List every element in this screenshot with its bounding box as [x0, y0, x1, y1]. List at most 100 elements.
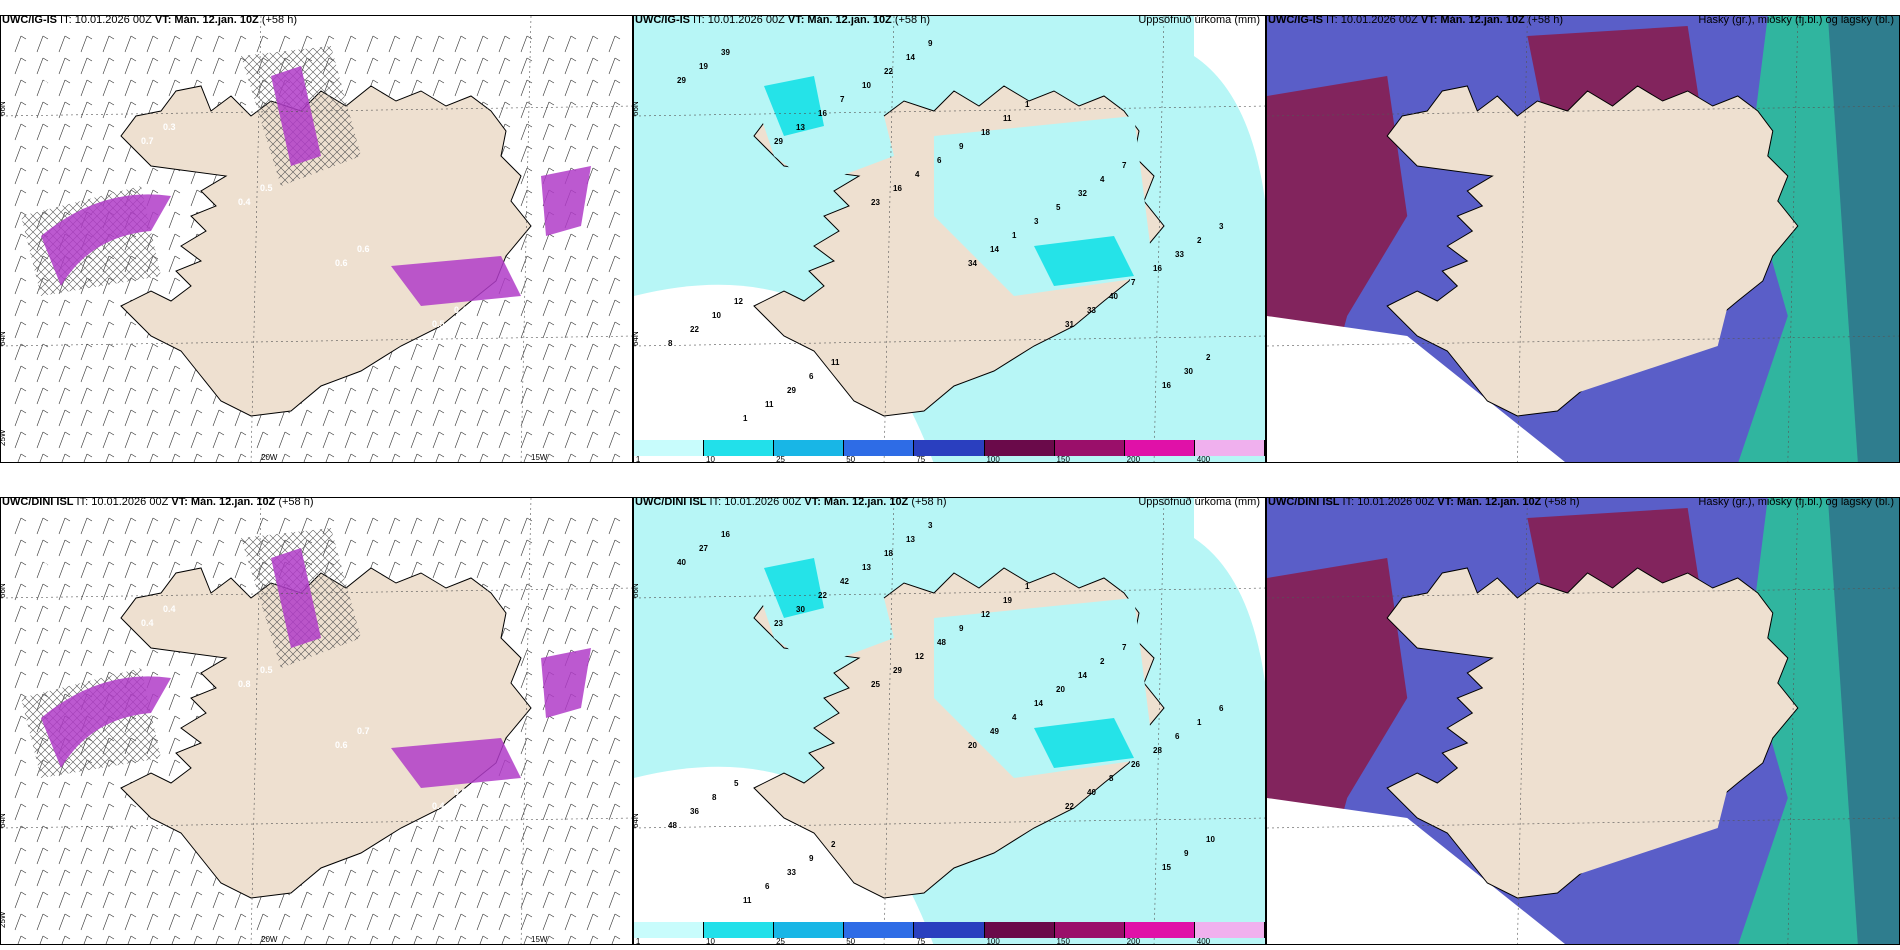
init-time: IT: 10.01.2026 00Z — [57, 14, 155, 26]
colorbar-tick-label: 1 — [635, 455, 641, 463]
valid-time-label: VT: Mán. 12.jan. 10Z — [171, 496, 276, 508]
map-canvas — [1267, 498, 1899, 944]
precip-value-label: 2 — [831, 840, 836, 849]
precip-value-label: 6 — [937, 156, 942, 165]
precip-value-label: 11 — [765, 400, 774, 409]
map-panel-5: 66N 64N 40 23 25 20 22 15 27 30 29 49 40 9 16 22 12 4 8 10 1… — [633, 497, 1266, 945]
panel-header: UWC/DINI ISL IT: 10.01.2026 00Z VT: Mán.… — [2, 496, 631, 512]
precip-value-label: 5 — [1056, 203, 1061, 212]
precip-value-label: 42 — [840, 577, 849, 586]
precip-value-label: 20 — [968, 741, 977, 750]
snow-area — [271, 66, 321, 166]
precip-value-label: 3 — [1219, 222, 1224, 231]
lon-label: 15W — [531, 935, 548, 944]
precip-value-label: 9 — [959, 624, 964, 633]
precip-value-label: 19 — [1003, 596, 1012, 605]
precip-value-label: 36 — [690, 807, 699, 816]
valid-time-label: VT: Mán. 12.jan. 10Z — [1437, 496, 1542, 508]
precip-value-label: 8 — [668, 339, 673, 348]
lead-time: (+58 h) — [1541, 496, 1580, 508]
colorbar-cell — [1124, 922, 1195, 938]
colorbar-cell — [1054, 440, 1125, 456]
snow-value-label: 0.2 — [66, 543, 79, 553]
precip-value-label: 20 — [1056, 685, 1065, 694]
lon-label: 20W — [261, 453, 278, 462]
snow-area — [41, 194, 171, 286]
snow-value-label: 0.3 — [44, 75, 57, 85]
precip-value-label: 18 — [884, 549, 893, 558]
lat-label: 25W — [1, 429, 7, 446]
precip-value-label: 16 — [1162, 381, 1171, 390]
lat-label: 64N — [1, 813, 7, 828]
precip-value-label: 16 — [893, 184, 902, 193]
model-name: UWC/DINI ISL — [635, 496, 707, 508]
precip-value-label: 29 — [787, 386, 796, 395]
colorbar-cell — [774, 922, 845, 938]
lon-label: 15W — [531, 453, 548, 462]
precip-value-label: 23 — [774, 619, 783, 628]
cloud-low-field — [1827, 498, 1899, 944]
precip-value-label: 15 — [1162, 863, 1171, 872]
precip-value-label: 11 — [831, 358, 840, 367]
map-frame: 66N 64N 25W 20W 15W 0.8 0.4 0.8 0.6 0.4 0.6 0.2 0.4 0… — [0, 497, 633, 945]
precip-heavy — [1034, 718, 1134, 768]
colorbar-tick-label: 150 — [1056, 455, 1070, 463]
map-panel-2: 66N 64N 29 29 23 34 31 16 19 13 16 14 33 30 39 16 4 1 40 2 1… — [633, 15, 1266, 463]
precip-value-label: 12 — [915, 652, 924, 661]
precip-value-label: 40 — [677, 558, 686, 567]
precip-value-label: 10 — [862, 81, 871, 90]
graticule — [1, 16, 632, 462]
dry-area — [634, 766, 934, 944]
precip-heavy — [764, 76, 824, 136]
init-time: IT: 10.01.2026 00Z — [1339, 496, 1438, 508]
colorbar-tick-label: 200 — [1126, 455, 1141, 463]
precip-value-label: 5 — [734, 779, 739, 788]
colorbar-cell — [914, 440, 985, 456]
model-name: UWC/DINI ISL — [2, 496, 74, 508]
precip-colorbar: 1 10 25 50 75 100 150 200 400 — [634, 922, 1265, 944]
snow-value-label: 0.6 — [454, 787, 467, 797]
precip-value-label: 14 — [990, 245, 999, 254]
precip-value-label: 31 — [1065, 320, 1074, 329]
precip-value-label: 13 — [906, 535, 915, 544]
snow-value-label: 0.4 — [432, 801, 445, 811]
colorbar-cell — [634, 922, 705, 938]
precip-value-label: 11 — [1003, 114, 1012, 123]
precip-value-label: 2 — [1197, 236, 1202, 245]
precip-value-label: 40 — [1087, 788, 1096, 797]
colorbar-tick-label: 10 — [706, 937, 715, 945]
precip-value-label: 34 — [968, 259, 977, 268]
snow-value-label: 0.5 — [432, 319, 445, 329]
valid-time-label: VT: Mán. 12.jan. 10Z — [787, 14, 892, 26]
graticule — [1267, 498, 1899, 944]
precip-value-label: 16 — [1153, 264, 1162, 273]
map-frame: 66N 64N 40 23 25 20 22 15 27 30 29 49 40 9 16 22 12 4 8 10 1… — [633, 497, 1266, 945]
map-canvas: 66N 64N 25W 20W 15W 0.3 0.7 0.4 0.6 0.5 0.8 0.4 0.3 0… — [1, 16, 632, 462]
precip-value-label: 11 — [743, 896, 752, 905]
snow-value-label: 0.7 — [141, 136, 154, 146]
map-panel-3 — [1266, 15, 1900, 463]
snow-area — [541, 648, 591, 718]
precip-value-label: 6 — [809, 372, 814, 381]
colorbar-cell — [704, 922, 775, 938]
panel-header: UWC/IG-IS IT: 10.01.2026 00Z VT: Mán. 12… — [2, 14, 631, 30]
colorbar-tick-label: 1 — [635, 937, 641, 945]
precip-value-label: 19 — [699, 62, 708, 71]
lat-label: 66N — [1, 101, 7, 116]
snow-value-label: 0.4 — [163, 604, 176, 614]
graticule — [634, 498, 1265, 944]
precip-value-label: 29 — [893, 666, 902, 675]
colorbar-cell — [1124, 440, 1195, 456]
init-time: IT: 10.01.2026 00Z — [1323, 14, 1421, 26]
map-panel-1: 66N 64N 25W 20W 15W 0.3 0.7 0.4 0.6 0.5 0.8 0.4 0.3 0… — [0, 15, 633, 463]
precip-value-label: 7 — [1131, 278, 1136, 287]
map-canvas: 66N64N4023252022152730294940916221248101… — [634, 498, 1265, 944]
model-name: UWC/IG-IS — [635, 14, 690, 26]
precip-value-label: 3 — [1034, 217, 1039, 226]
valid-time-label: VT: Mán. 12.jan. 10Z — [804, 496, 909, 508]
panel-title: Uppsöfnuð úrkoma (mm) — [1138, 496, 1260, 508]
snow-value-label: 0.7 — [357, 726, 370, 736]
precip-value-label: 2 — [1100, 657, 1105, 666]
panel-header: UWC/IG-IS IT: 10.01.2026 00Z VT: Mán. 12… — [635, 14, 1264, 30]
precip-value-label: 13 — [796, 123, 805, 132]
